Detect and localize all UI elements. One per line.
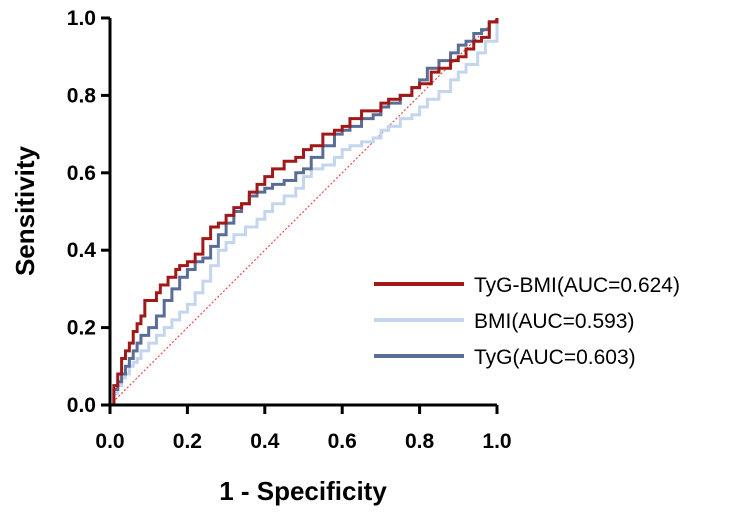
series-line-tyg-bmi xyxy=(110,18,499,407)
series-layer xyxy=(109,17,499,407)
y-tick-label: 0.2 xyxy=(67,317,96,340)
series-line-bmi xyxy=(110,18,499,407)
y-tick-label: 0.4 xyxy=(67,239,97,262)
legend-label: TyG(AUC=0.603) xyxy=(474,346,636,369)
tick-layer: 0.0 0.2 0.4 0.6 0.8 1.0 0.0 0.2 0.4 0.6 0.8 1.0 xyxy=(67,7,512,453)
reference-diagonal-line xyxy=(109,17,498,406)
x-tick-label: 0.8 xyxy=(405,430,435,453)
y-axis-title: Sensitivity xyxy=(10,145,40,276)
series-line-tyg xyxy=(110,18,499,407)
x-tick-label: 0.6 xyxy=(328,430,357,453)
x-tick-label: 1.0 xyxy=(482,430,511,453)
legend-label: TyG-BMI(AUC=0.624) xyxy=(474,274,680,297)
legend-item-bmi: BMI(AUC=0.593) xyxy=(374,310,634,333)
y-tick-label: 0.0 xyxy=(67,394,96,417)
legend-item-tyg-bmi: TyG-BMI(AUC=0.624) xyxy=(374,274,680,297)
x-tick-label: 0.0 xyxy=(95,430,124,453)
x-tick-label: 0.2 xyxy=(173,430,202,453)
y-tick-label: 0.8 xyxy=(67,84,97,107)
y-tick-label: 1.0 xyxy=(67,7,96,30)
y-tick-label: 0.6 xyxy=(67,162,96,185)
legend: TyG-BMI(AUC=0.624) BMI(AUC=0.593) TyG(AUC=… xyxy=(374,274,680,369)
legend-label: BMI(AUC=0.593) xyxy=(474,310,634,333)
x-axis-title: 1 - Specificity xyxy=(219,476,387,506)
x-tick-label: 0.4 xyxy=(250,430,280,453)
axes xyxy=(102,18,497,413)
legend-item-tyg: TyG(AUC=0.603) xyxy=(374,346,636,369)
